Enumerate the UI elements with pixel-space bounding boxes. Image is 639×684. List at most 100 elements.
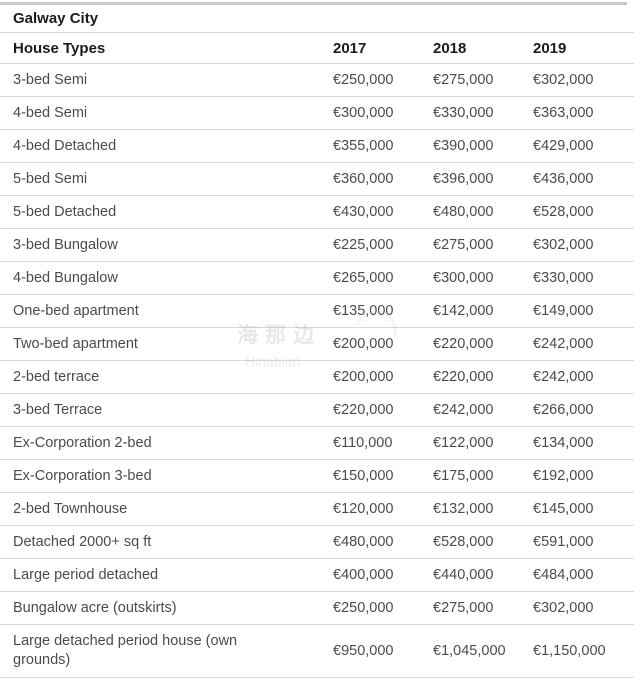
price-cell-2017: €400,000 xyxy=(333,567,394,583)
price-cell-2018: €220,000 xyxy=(433,369,494,385)
price-cell-2017: €120,000 xyxy=(333,501,394,517)
price-cell-2017: €950,000 xyxy=(333,643,394,659)
price-cell-2018: €220,000 xyxy=(433,336,494,352)
house-type-cell: 3-bed Terrace xyxy=(13,401,103,418)
table-body: 3-bed Semi €250,000 €275,000 €302,000 4-… xyxy=(0,64,634,678)
house-type-cell: 4-bed Semi xyxy=(13,104,88,121)
price-cell-2018: €122,000 xyxy=(433,435,494,451)
price-cell-2017: €225,000 xyxy=(333,237,394,253)
house-type-cell: Two-bed apartment xyxy=(13,335,138,352)
price-cell-2019: €528,000 xyxy=(533,204,594,220)
house-type-cell: 5-bed Detached xyxy=(13,203,117,220)
price-cell-2019: €1,150,000 xyxy=(533,643,606,659)
price-cell-2018: €275,000 xyxy=(433,600,494,616)
price-cell-2019: €192,000 xyxy=(533,468,594,484)
price-cell-2017: €135,000 xyxy=(333,303,394,319)
house-type-cell: Large detached period house (own grounds… xyxy=(13,633,238,668)
house-type-cell: 3-bed Bungalow xyxy=(13,236,118,253)
price-cell-2017: €355,000 xyxy=(333,138,394,154)
price-cell-2017: €220,000 xyxy=(333,402,394,418)
price-cell-2017: €150,000 xyxy=(333,468,394,484)
house-type-cell: Ex-Corporation 3-bed xyxy=(13,467,152,484)
table-row: Ex-Corporation 3-bed €150,000 €175,000 €… xyxy=(0,460,634,493)
price-cell-2017: €110,000 xyxy=(333,435,393,451)
column-header-2017: 2017 xyxy=(333,39,367,57)
price-cell-2018: €396,000 xyxy=(433,171,494,187)
price-cell-2017: €250,000 xyxy=(333,72,394,88)
price-cell-2018: €330,000 xyxy=(433,105,494,121)
table-title-row: Galway City xyxy=(0,5,634,33)
price-cell-2018: €300,000 xyxy=(433,270,494,286)
house-type-cell: 5-bed Semi xyxy=(13,170,88,187)
price-cell-2017: €200,000 xyxy=(333,369,394,385)
price-cell-2017: €265,000 xyxy=(333,270,394,286)
price-cell-2019: €149,000 xyxy=(533,303,594,319)
price-cell-2017: €480,000 xyxy=(333,534,394,550)
table-row: 2-bed terrace €200,000 €220,000 €242,000 xyxy=(0,361,634,394)
price-cell-2019: €302,000 xyxy=(533,237,594,253)
price-cell-2019: €302,000 xyxy=(533,600,594,616)
price-cell-2018: €242,000 xyxy=(433,402,494,418)
table-row: 5-bed Semi €360,000 €396,000 €436,000 xyxy=(0,163,634,196)
table-row: 4-bed Bungalow €265,000 €300,000 €330,00… xyxy=(0,262,634,295)
price-cell-2019: €242,000 xyxy=(533,336,594,352)
table-row: 5-bed Detached €430,000 €480,000 €528,00… xyxy=(0,196,634,229)
table-row: Two-bed apartment €200,000 €220,000 €242… xyxy=(0,328,634,361)
price-cell-2019: €266,000 xyxy=(533,402,594,418)
table-row: 3-bed Terrace €220,000 €242,000 €266,000 xyxy=(0,394,634,427)
column-header-2018: 2018 xyxy=(433,39,467,57)
price-cell-2018: €528,000 xyxy=(433,534,494,550)
house-type-cell: Bungalow acre (outskirts) xyxy=(13,599,177,616)
table-row: 3-bed Semi €250,000 €275,000 €302,000 xyxy=(0,64,634,97)
price-cell-2019: €134,000 xyxy=(533,435,594,451)
house-type-cell: Ex-Corporation 2-bed xyxy=(13,434,152,451)
price-cell-2018: €275,000 xyxy=(433,72,494,88)
house-type-cell: 4-bed Bungalow xyxy=(13,269,118,286)
price-cell-2019: €436,000 xyxy=(533,171,594,187)
price-cell-2018: €132,000 xyxy=(433,501,494,517)
price-cell-2018: €390,000 xyxy=(433,138,494,154)
column-header-2019: 2019 xyxy=(533,39,567,57)
table-row: Detached 2000+ sq ft €480,000 €528,000 €… xyxy=(0,526,634,559)
price-cell-2019: €242,000 xyxy=(533,369,594,385)
table-top-border xyxy=(0,2,627,5)
price-cell-2017: €360,000 xyxy=(333,171,394,187)
table-header-row: House Types 2017 2018 2019 xyxy=(0,33,634,64)
price-cell-2017: €200,000 xyxy=(333,336,394,352)
price-cell-2019: €330,000 xyxy=(533,270,594,286)
house-type-cell: 2-bed Townhouse xyxy=(13,500,128,517)
table-row: 3-bed Bungalow €225,000 €275,000 €302,00… xyxy=(0,229,634,262)
price-cell-2019: €363,000 xyxy=(533,105,594,121)
price-cell-2019: €591,000 xyxy=(533,534,594,550)
table-title: Galway City xyxy=(13,10,99,27)
price-cell-2018: €142,000 xyxy=(433,303,494,319)
table-row: One-bed apartment €135,000 €142,000 €149… xyxy=(0,295,634,328)
table-row: 2-bed Townhouse €120,000 €132,000 €145,0… xyxy=(0,493,634,526)
price-cell-2018: €1,045,000 xyxy=(433,643,506,659)
price-cell-2018: €275,000 xyxy=(433,237,494,253)
house-type-cell: Detached 2000+ sq ft xyxy=(13,533,152,550)
price-cell-2018: €440,000 xyxy=(433,567,494,583)
table-row: Large period detached €400,000 €440,000 … xyxy=(0,559,634,592)
house-type-cell: 3-bed Semi xyxy=(13,71,88,88)
price-cell-2017: €250,000 xyxy=(333,600,394,616)
column-header-house-types: House Types xyxy=(13,39,106,57)
table-row: Bungalow acre (outskirts) €250,000 €275,… xyxy=(0,592,634,625)
house-type-cell: 4-bed Detached xyxy=(13,137,117,154)
price-cell-2017: €430,000 xyxy=(333,204,394,220)
house-type-cell: 2-bed terrace xyxy=(13,368,100,385)
table-row: 4-bed Semi €300,000 €330,000 €363,000 xyxy=(0,97,634,130)
price-cell-2019: €302,000 xyxy=(533,72,594,88)
price-cell-2019: €429,000 xyxy=(533,138,594,154)
price-cell-2018: €175,000 xyxy=(433,468,494,484)
table-row: 4-bed Detached €355,000 €390,000 €429,00… xyxy=(0,130,634,163)
table-row: Ex-Corporation 2-bed €110,000 €122,000 €… xyxy=(0,427,634,460)
price-cell-2018: €480,000 xyxy=(433,204,494,220)
house-type-cell: Large period detached xyxy=(13,566,159,583)
price-cell-2019: €145,000 xyxy=(533,501,594,517)
table-row: Large detached period house (own grounds… xyxy=(0,625,634,678)
house-type-cell: One-bed apartment xyxy=(13,302,139,319)
price-cell-2019: €484,000 xyxy=(533,567,594,583)
price-cell-2017: €300,000 xyxy=(333,105,394,121)
